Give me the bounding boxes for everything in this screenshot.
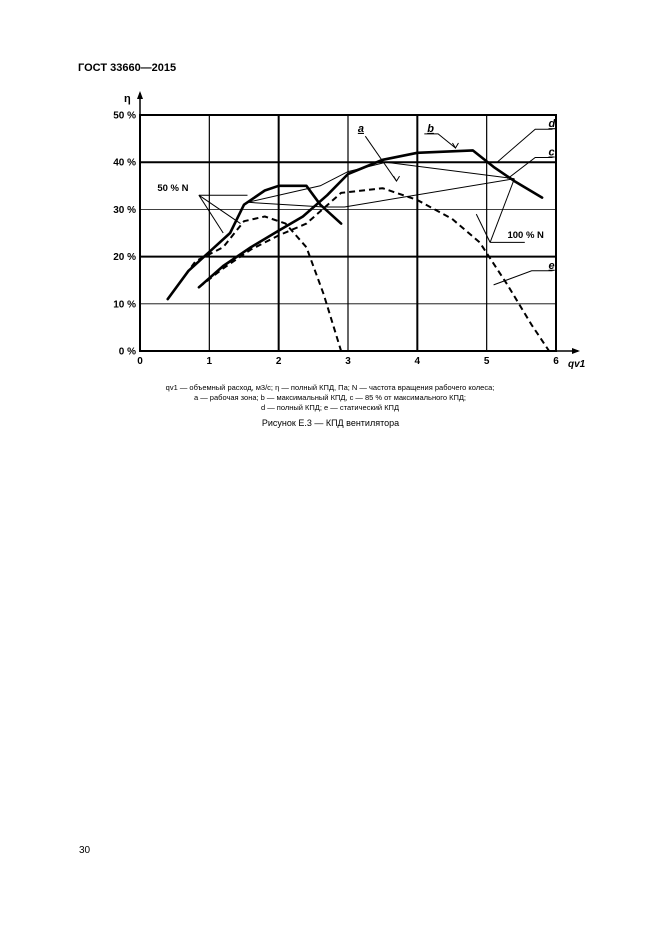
y-tick-label: 0 % <box>119 347 136 358</box>
x-tick-label: 4 <box>415 356 421 367</box>
plot-frame <box>139 114 557 352</box>
efficiency-chart: a b d c e 50 % N 100 % N 0 % 10 % 20 % 30 % 40 % 50… <box>100 85 590 385</box>
annotation-leader <box>475 213 491 243</box>
y-tick-label: 10 % <box>113 299 136 310</box>
annotation-leader <box>493 270 553 286</box>
x-tick-label: 1 <box>207 356 213 367</box>
x-tick-label: 0 <box>137 356 143 367</box>
annotation-label-c: c <box>549 146 555 158</box>
legend-line-3: d — полный КПД; e — статический КПД <box>260 403 400 412</box>
series-line-d-0 <box>166 184 343 301</box>
figure-caption: Рисунок Е.3 — КПД вентилятора <box>261 418 400 428</box>
y-tick-label: 30 % <box>113 205 136 216</box>
legend-line-1: qv1 — объемный расход, м3/с; η — полный … <box>165 383 495 392</box>
series-line-e-2 <box>166 215 343 352</box>
x-axis-arrowhead <box>572 348 580 354</box>
annotation-arrowhead <box>393 175 400 183</box>
x-axis-label: qv1 <box>568 359 586 370</box>
x-tick-label: 2 <box>276 356 282 367</box>
annotation-layer: a b d c e 50 % N 100 % N <box>157 118 556 286</box>
document-header: ГОСТ 33660—2015 <box>78 62 177 74</box>
annotation-label-e: e <box>549 260 555 272</box>
annotation-label-n100: 100 % N <box>507 230 544 241</box>
series-line-a-4 <box>247 161 515 208</box>
tick-layer: 0 % 10 % 20 % 30 % 40 % 50 % 0 1 2 3 4 5 6 <box>113 111 559 368</box>
annotation-label-d: d <box>549 118 556 130</box>
annotation-leader <box>424 133 456 149</box>
annotation-label-n50: 50 % N <box>157 183 188 194</box>
series-line-e-3 <box>198 187 550 352</box>
x-tick-label: 3 <box>345 356 351 367</box>
annotation-leader <box>364 135 397 182</box>
y-axis-label: η <box>124 93 131 105</box>
annotation-leader <box>496 128 553 163</box>
series-line-d-1 <box>197 149 544 289</box>
annotation-leader <box>489 178 515 243</box>
x-tick-label: 5 <box>484 356 490 367</box>
annotation-leader <box>198 194 224 234</box>
data-layer <box>166 149 550 352</box>
y-axis-arrowhead <box>137 91 143 99</box>
annotation-leader <box>507 157 553 180</box>
annotation-label-b: b <box>427 123 434 135</box>
legend-line-2: a — рабочая зона; b — максимальный КПД, … <box>193 393 467 402</box>
annotation-label-a: a <box>358 123 364 135</box>
annotation-leader <box>198 194 241 225</box>
chart-legend-text: qv1 — объемный расход, м3/с; η — полный … <box>110 383 550 413</box>
y-tick-label: 40 % <box>113 158 136 169</box>
x-tick-label: 6 <box>553 356 559 367</box>
annotation-arrowhead <box>452 142 459 150</box>
y-tick-label: 20 % <box>113 252 136 263</box>
grid-layer <box>137 91 580 354</box>
y-tick-label: 50 % <box>113 111 136 122</box>
page-number: 30 <box>79 845 91 856</box>
